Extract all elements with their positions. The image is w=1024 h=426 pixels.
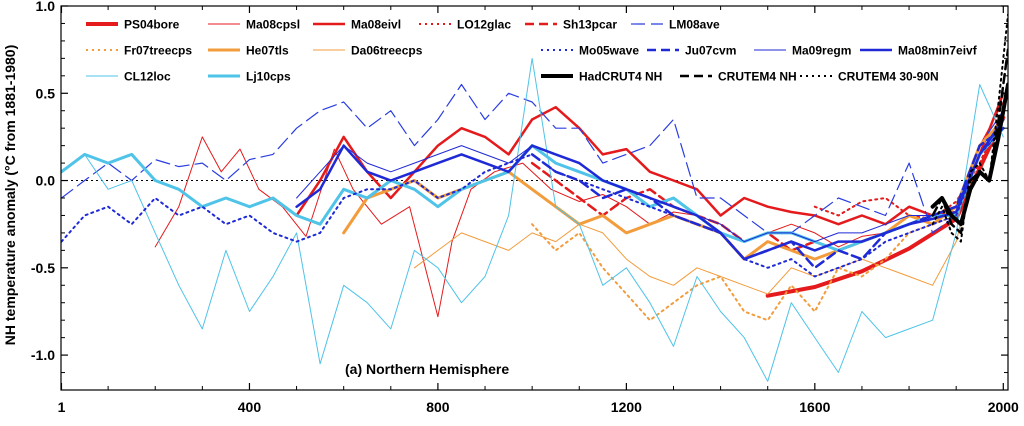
legend-label-ma08cpsl: Ma08cpsl xyxy=(246,18,300,32)
legend-label-mo05wave: Mo05wave xyxy=(579,44,639,58)
legend-label-cl12loc: CL12loc xyxy=(124,70,171,84)
y-tick-label-3: -0.5 xyxy=(31,260,55,276)
series-line-crutem4-nh xyxy=(931,48,1008,235)
legend-label-lo12glac: LO12glac xyxy=(457,18,511,32)
series-line-sh13pcar xyxy=(530,118,1005,252)
series-line-ma08min7eivf xyxy=(295,118,1005,261)
series-line-ma08cpsl xyxy=(154,101,1004,318)
legend: PS04bore Ma08cpsl Ma08eivl LO12glac Sh13pcar… xyxy=(86,18,978,84)
series-line-ps04bore xyxy=(765,115,1006,298)
series-line-cl12loc xyxy=(61,57,1004,382)
panel-label: (a) Northern Hemisphere xyxy=(345,361,509,377)
axes-layer: 1 400 800 1200 1600 2000 1.0 0.5 0.0 -0.5 -1.0 xyxy=(31,0,1019,415)
legend-label-lm08ave: LM08ave xyxy=(669,18,720,32)
series-line-hadcrut4-nh xyxy=(930,82,1008,227)
legend-label-ma08eivl: Ma08eivl xyxy=(351,18,401,32)
series-line-crutem4-30-90n xyxy=(931,13,1008,243)
legend-label-ju07cvm: Ju07cvm xyxy=(685,44,736,58)
plot-frame xyxy=(60,5,1009,391)
legend-label-crutem4-nh: CRUTEM4 NH xyxy=(718,70,797,84)
series-line-he07tls xyxy=(342,118,1005,261)
legend-label-sh13pcar: Sh13pcar xyxy=(563,18,617,32)
y-tick-label-4: -1.0 xyxy=(31,347,55,363)
legend-label-ps04bore: PS04bore xyxy=(124,18,180,32)
series-line-mo05wave xyxy=(61,127,1005,278)
x-tick-label-2000: 2000 xyxy=(988,399,1019,415)
legend-label-fr07treecps: Fr07treecps xyxy=(124,44,192,58)
x-tick-label-1200: 1200 xyxy=(611,399,642,415)
y-tick-label-1: 0.5 xyxy=(36,85,56,101)
series-line-ma08eivl xyxy=(295,92,1005,226)
y-tick-label-2: 0.0 xyxy=(36,173,56,189)
series-layer xyxy=(61,13,1008,382)
x-tick-label-1: 1 xyxy=(58,399,66,415)
y-tick-label-0: 1.0 xyxy=(36,0,56,14)
legend-label-crutem4-30-90n: CRUTEM4 30-90N xyxy=(838,70,939,84)
y-axis-label: NH temperature anomaly (°C from 1881-198… xyxy=(2,45,18,345)
legend-label-hadcrut4-nh: HadCRUT4 NH xyxy=(579,70,662,84)
x-tick-label-1600: 1600 xyxy=(799,399,830,415)
legend-label-lj10cps: Lj10cps xyxy=(246,70,291,84)
series-line-ju07cvm xyxy=(530,126,1005,270)
series-line-da06treecps xyxy=(413,119,1004,295)
legend-label-he07tls: He07tls xyxy=(246,44,289,58)
legend-label-da06treecps: Da06treecps xyxy=(351,44,423,58)
x-tick-label-400: 400 xyxy=(238,399,262,415)
x-tick-label-800: 800 xyxy=(426,399,450,415)
legend-label-ma08min7eivf: Ma08min7eivf xyxy=(898,44,978,58)
series-line-lm08ave xyxy=(61,83,1004,234)
legend-label-ma09regm: Ma09regm xyxy=(792,44,851,58)
